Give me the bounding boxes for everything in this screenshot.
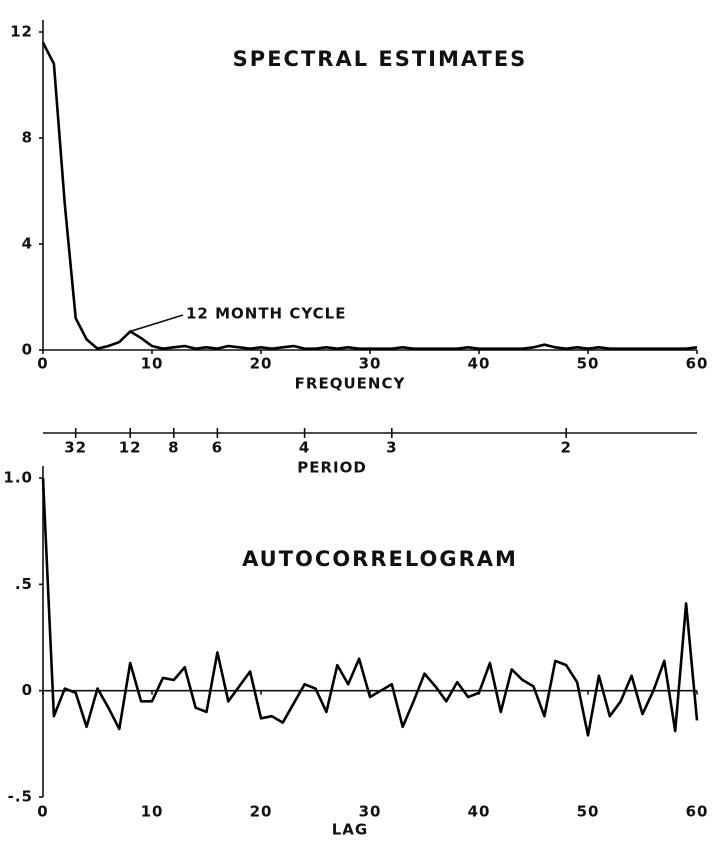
x-tick-label: 10 bbox=[141, 355, 164, 373]
period-tick-label: 6 bbox=[212, 439, 223, 457]
y-tick-label: 12 bbox=[10, 23, 33, 41]
period-tick-label: 12 bbox=[119, 439, 142, 457]
annotation-leader bbox=[129, 314, 184, 333]
period-tick-label: 8 bbox=[168, 439, 179, 457]
x-tick-label: 20 bbox=[250, 803, 273, 821]
x-tick-label: 10 bbox=[141, 803, 164, 821]
x-tick-label: 60 bbox=[686, 803, 709, 821]
period-tick-label: 3 bbox=[386, 439, 397, 457]
period-axis-label: PERIOD bbox=[297, 459, 367, 477]
period-tick-label: 32 bbox=[64, 439, 87, 457]
y-tick-label: 0 bbox=[22, 341, 33, 359]
chart-title: AUTOCORRELOGRAM bbox=[242, 547, 518, 571]
x-tick-label: 50 bbox=[577, 803, 600, 821]
x-tick-label: 40 bbox=[468, 355, 491, 373]
x-tick-label: 40 bbox=[468, 803, 491, 821]
x-axis-label: FREQUENCY bbox=[295, 375, 406, 393]
x-tick-label: 50 bbox=[577, 355, 600, 373]
y-tick-label: 8 bbox=[22, 129, 33, 147]
period-tick-label: 4 bbox=[299, 439, 310, 457]
y-tick-label: -.5 bbox=[8, 788, 33, 806]
annotation: 12 MONTH CYCLE bbox=[186, 305, 346, 323]
period-tick-label: 2 bbox=[560, 439, 571, 457]
y-tick-label: 1.0 bbox=[3, 469, 33, 487]
data-line bbox=[41, 42, 698, 350]
x-tick-label: 30 bbox=[359, 355, 382, 373]
y-tick-label: 0 bbox=[22, 681, 33, 699]
x-tick-label: 30 bbox=[359, 803, 382, 821]
x-tick-label: 20 bbox=[250, 355, 273, 373]
chart-title: SPECTRAL ESTIMATES bbox=[233, 47, 528, 71]
x-axis-label: LAG bbox=[332, 821, 368, 839]
x-tick-label: 0 bbox=[37, 355, 48, 373]
x-tick-label: 0 bbox=[37, 803, 48, 821]
y-tick-label: .5 bbox=[15, 575, 33, 593]
y-tick-label: 4 bbox=[22, 235, 33, 253]
x-tick-label: 60 bbox=[686, 355, 709, 373]
data-line bbox=[41, 477, 699, 737]
